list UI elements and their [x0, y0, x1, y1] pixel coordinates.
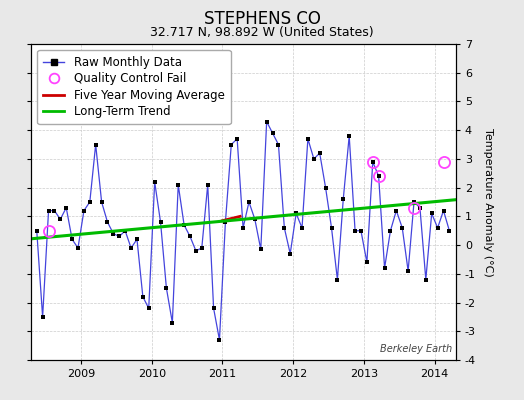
Legend: Raw Monthly Data, Quality Control Fail, Five Year Moving Average, Long-Term Tren: Raw Monthly Data, Quality Control Fail, … — [37, 50, 231, 124]
Y-axis label: Temperature Anomaly (°C): Temperature Anomaly (°C) — [483, 128, 493, 276]
Text: 32.717 N, 98.892 W (United States): 32.717 N, 98.892 W (United States) — [150, 26, 374, 39]
Text: STEPHENS CO: STEPHENS CO — [203, 10, 321, 28]
Text: Berkeley Earth: Berkeley Earth — [379, 344, 452, 354]
